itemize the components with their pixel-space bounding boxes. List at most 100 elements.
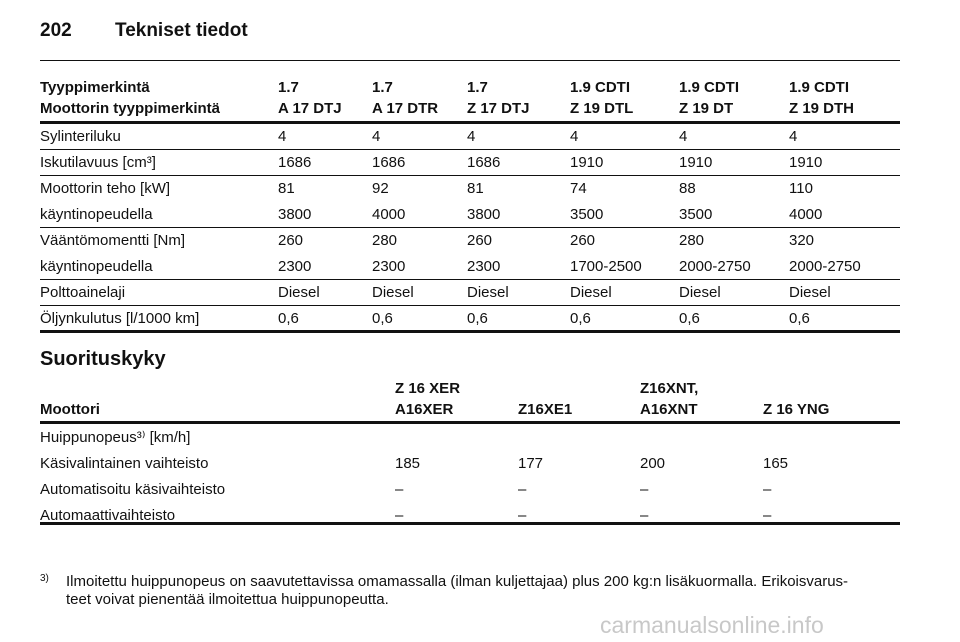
table-cell: 74 [570,180,587,197]
table-rule [40,279,900,280]
table-cell: 4 [278,128,287,145]
table-rule [40,522,900,525]
table-rule [40,149,900,150]
header-cell: Z 16 YNG [763,401,830,418]
table-cell: Iskutilavuus [cm³] [40,154,156,171]
table-cell: 3800 [278,206,312,223]
table-rule [40,175,900,176]
header-cell: Moottori [40,401,100,418]
header-cell: Z 19 DT [679,100,734,117]
table-rule [40,305,900,306]
header-cell: Z16XE1 [518,401,573,418]
header-cell: 1.7 [278,79,299,96]
header-cell: Moottorin tyyppimerkintä [40,100,221,117]
table-cell: Sylinteriluku [40,128,121,145]
table-cell: 1700-2500 [570,258,642,275]
table-cell: 1686 [278,154,312,171]
table-cell: Öljynkulutus [l/1000 km] [40,310,200,327]
header-cell: A 17 DTR [372,100,439,117]
table-cell: 0,6 [570,310,591,327]
table-cell: 4000 [789,206,823,223]
table-cell: 2000-2750 [679,258,751,275]
table-cell: 0,6 [679,310,700,327]
table-cell: Vääntömomentti [Nm] [40,232,186,249]
table-cell: 260 [278,232,304,249]
header-cell: 1.9 CDTI [570,79,631,96]
table-cell: 92 [372,180,389,197]
table-cell: 2300 [278,258,312,275]
header-cell: Z 19 DTL [570,100,634,117]
table-cell: Diesel [278,284,320,301]
table-cell: 4 [372,128,381,145]
table-cell: 260 [467,232,493,249]
table-cell: Diesel [467,284,509,301]
table-cell: Diesel [570,284,612,301]
table-cell: 4 [789,128,798,145]
table-cell: – [395,481,404,498]
table-cell: 3500 [679,206,713,223]
table-cell: Polttoainelaji [40,284,126,301]
table-cell: 0,6 [789,310,810,327]
header-cell: Z16XNT, [640,380,699,397]
table-cell: 4000 [372,206,406,223]
table-cell: – [395,507,404,524]
table-cell: 3800 [467,206,501,223]
footnote-line: teet voivat pienentää ilmoitettua huippu… [66,591,389,608]
table-cell: 1686 [467,154,501,171]
table-cell: – [763,481,772,498]
table-cell: Diesel [372,284,414,301]
table-cell: 4 [679,128,688,145]
header-cell: Z 16 XER [395,380,461,397]
table-cell: 4 [570,128,579,145]
table-cell: Moottorin teho [kW] [40,180,171,197]
table-rule [40,121,900,124]
table-cell: 2000-2750 [789,258,861,275]
table-rule [40,421,900,424]
table-cell: 320 [789,232,815,249]
table-cell: 177 [518,455,544,472]
header-cell: A 17 DTJ [278,100,342,117]
table-cell: Käsivalintainen vaihteisto [40,455,209,472]
table-cell: 2300 [467,258,501,275]
table-cell: Automatisoitu käsivaihteisto [40,481,226,498]
table-cell: Diesel [679,284,721,301]
table-cell: 4 [467,128,476,145]
table-cell: 88 [679,180,696,197]
table-cell: 1910 [679,154,713,171]
table-cell: – [518,481,527,498]
header-cell: Z 19 DTH [789,100,855,117]
header-rule [40,60,900,61]
table-cell: 260 [570,232,596,249]
table-cell: 110 [789,180,813,197]
table-cell: 0,6 [372,310,393,327]
table-cell: 3500 [570,206,604,223]
table-cell: – [640,507,649,524]
header-cell: 1.9 CDTI [679,79,740,96]
table-cell: – [640,481,649,498]
header-cell: 1.7 [467,79,488,96]
table-cell: 165 [763,455,789,472]
table-rule [40,227,900,228]
table-cell: 280 [372,232,398,249]
page-number: 202 [40,20,72,41]
table-cell: käyntinopeudella [40,206,153,223]
table-cell: Automaattivaihteisto [40,507,176,524]
table-cell: Diesel [789,284,831,301]
header-cell: A16XNT [640,401,698,418]
table-cell: käyntinopeudella [40,258,153,275]
header-cell: 1.7 [372,79,393,96]
table-cell: Huippunopeus³⁾ [km/h] [40,429,191,446]
table-cell: 0,6 [467,310,488,327]
table-cell: – [518,507,527,524]
header-cell: Z 17 DTJ [467,100,530,117]
table-cell: 1910 [789,154,823,171]
table-cell: 200 [640,455,666,472]
table-cell: 280 [679,232,705,249]
header-cell: 1.9 CDTI [789,79,850,96]
section-title: Suorituskyky [40,348,166,370]
page-title: Tekniset tiedot [115,20,248,41]
header-cell: A16XER [395,401,454,418]
table-cell: 185 [395,455,421,472]
table-cell: 2300 [372,258,406,275]
